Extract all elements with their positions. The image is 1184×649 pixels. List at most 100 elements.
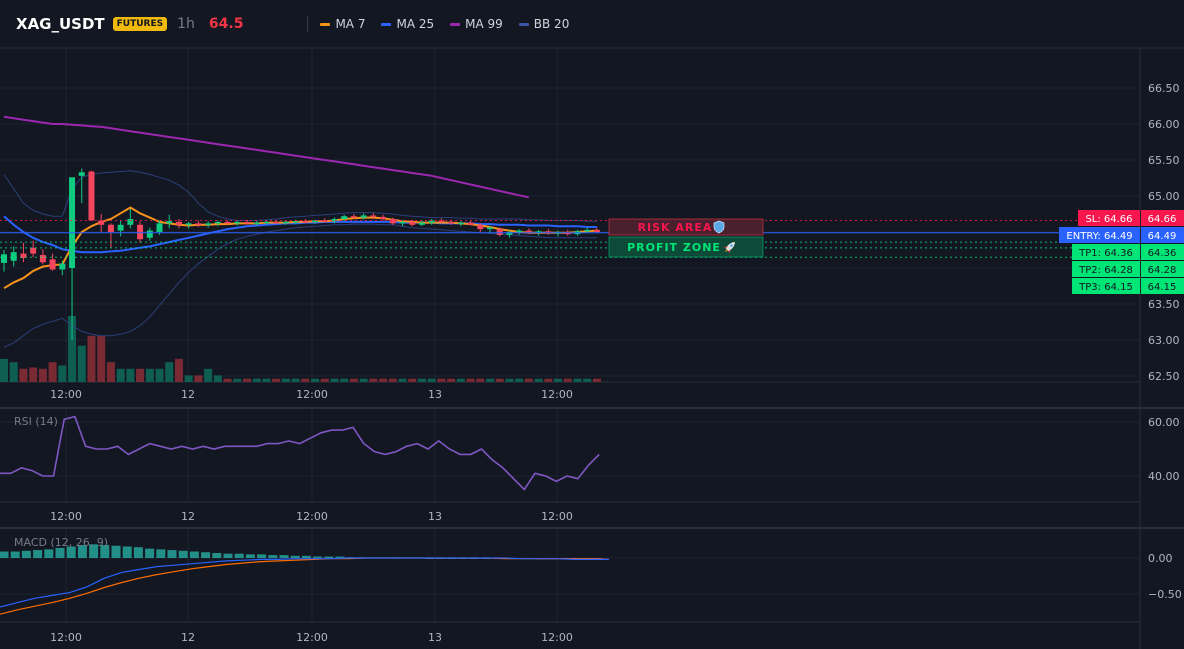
trade-levels [0,219,1140,258]
level-price-label: 64.15 [1148,282,1177,293]
price-axis-label: 66.50 [1148,82,1180,95]
candle-body [409,221,416,225]
candle-body [137,224,144,240]
candle-body [341,216,348,220]
volume-bar [126,368,135,382]
candle-body [428,220,435,223]
candle-body [205,223,212,225]
volume-bar [272,378,281,382]
time-axis-label: 12:00 [50,631,82,644]
candle-body [593,229,600,232]
volume-bar [398,378,407,382]
candle-body [234,221,241,224]
macd-histogram-bar [0,551,9,558]
ma25-line [3,215,597,254]
level-price-label: 64.49 [1148,231,1177,242]
price-axis-label: 65.50 [1148,154,1180,167]
legend-ma99-label: MA 99 [465,17,503,31]
volume-bar [97,335,106,382]
candle-body [448,221,455,224]
volume-bar [213,375,222,382]
candle-body [69,177,76,268]
macd-histogram-bar [223,553,233,558]
price-axis-label: 63.00 [1148,334,1180,347]
macd-histogram-bar [245,554,255,558]
candle-body [438,220,445,222]
macd-histogram-bar [268,555,278,558]
volume-bar [243,378,251,382]
macd-axis-label: −0.50 [1148,588,1182,601]
candle-body [195,223,202,225]
candle-body [175,221,182,225]
volume-bar [359,378,368,382]
level-tag-label: TP1: 64.36 [1078,248,1133,259]
volume-bar [437,378,446,382]
volume-bar [408,378,417,382]
candle-body [185,223,192,225]
volume-bar [544,378,553,382]
candle-body [59,263,66,270]
candle-body [487,227,493,230]
time-axis-label: 12:00 [50,510,82,523]
level-price-tag [1141,244,1184,260]
volume-bar [583,378,592,382]
level-tag [1078,210,1140,226]
volume-bar [311,378,320,382]
macd-histogram-bar [324,556,334,558]
timeframe-label[interactable]: 1h [177,16,195,32]
rsi-axis-label: 40.00 [1148,470,1180,483]
volume-bar [204,368,213,382]
time-axis-label: 12:00 [541,510,573,523]
candle-body [98,220,105,225]
candle-body [263,221,270,224]
shield-icon [713,220,725,234]
volume-bar [155,368,164,382]
time-axis-label: 13 [428,631,442,644]
candle-body [457,222,464,224]
volume-bar [447,378,456,382]
time-axis-label: 12:00 [541,631,573,644]
legend-ma25[interactable]: MA 25 [381,17,434,31]
macd-series [0,544,610,615]
profit-zone-box [608,236,764,258]
candle-body [10,252,17,261]
price-axis-label: 62.50 [1148,370,1180,383]
axis-labels: 66.5066.0065.5065.0064.5064.0063.5063.00… [50,82,1182,644]
rsi-curve [0,415,600,491]
macd-histogram-bar [33,550,43,558]
candle-body [467,222,474,225]
candle-body [214,221,221,224]
volume-bar [281,378,290,382]
time-axis-label: 12 [181,388,195,401]
candle-body [282,221,289,224]
candlesticks [1,168,600,340]
time-axis-label: 12:00 [50,388,82,401]
legend-bb20-swatch [518,22,529,26]
candle-body [389,219,396,224]
volume-bar [29,367,38,382]
legend-ma7[interactable]: MA 7 [320,17,365,31]
macd-histogram-bar [189,551,199,558]
volume-bar [174,358,183,382]
candle-body [224,221,231,224]
candle-body [146,230,153,238]
volume-bar [77,345,86,382]
candle-body [166,221,173,224]
volume-bar [476,378,485,382]
legend-ma99[interactable]: MA 99 [450,17,503,31]
candle-body [496,229,503,235]
rsi-pane-title: RSI (14) [14,415,58,428]
volume-bar [379,378,388,382]
main-grid [0,48,1140,383]
time-axis-label: 13 [428,510,442,523]
level-tag-label: ENTRY: 64.49 [1066,231,1132,242]
legend-bb20[interactable]: BB 20 [518,17,569,31]
volume-bar [524,378,533,382]
macd-histogram-bar [100,545,110,558]
time-axis-label: 12:00 [296,631,328,644]
candle-body [253,222,260,224]
ma99-line [3,115,530,199]
symbol-name[interactable]: XAG_USDT [16,15,105,33]
volume-bar [592,378,601,382]
